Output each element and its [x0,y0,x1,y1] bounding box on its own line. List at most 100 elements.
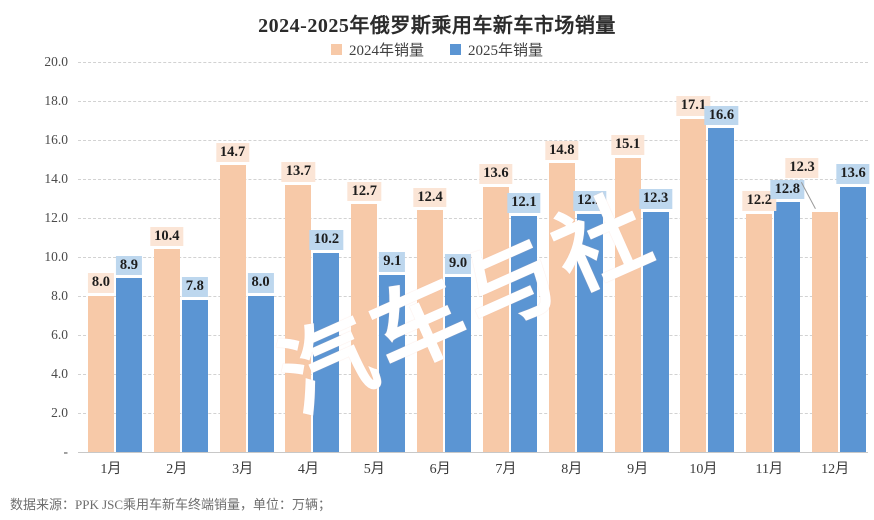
bar-2025[interactable] [379,274,406,452]
bar-2024[interactable] [746,214,773,452]
bar-2024[interactable] [417,210,444,452]
y-axis-tick-label: 8.0 [51,288,68,303]
bar-2024[interactable] [812,212,839,452]
chart-legend: 2024年销量 2025年销量 [0,39,874,60]
bar-2024[interactable] [219,165,246,452]
data-label-2025: 10.2 [309,230,344,251]
x-axis-tick-label: 5月 [363,462,385,477]
x-axis-tick-label: 10月 [689,462,718,477]
x-axis-tick-label: 4月 [297,462,319,477]
x-axis-tick-label: 7月 [495,462,517,477]
legend-label-2024: 2024年销量 [348,43,424,59]
data-label-2024: 8.0 [87,273,114,293]
bar-2024[interactable] [285,184,312,452]
bar-2025[interactable] [313,253,340,452]
data-label-2025: 13.6 [836,164,870,184]
bar-group: 10.4 7.8 [150,62,208,452]
bar-2025[interactable] [840,186,867,452]
data-label-2024: 12.2 [742,191,776,212]
y-axis-tick-label: 12.0 [44,210,68,225]
x-axis-line [78,452,868,453]
data-label-2025: 9.1 [379,251,406,272]
data-label-2025: 12.1 [507,193,541,214]
bar-group: 12.3 13.6 [785,62,870,452]
bar-2025[interactable] [642,212,669,452]
y-axis-tick-label: 4.0 [51,366,68,381]
data-label-2024: 12.4 [413,187,447,208]
bar-group: 8.0 8.9 [87,62,142,452]
legend-label-2025: 2025年销量 [468,43,544,59]
data-label-2024: 12.3 [785,158,819,179]
bar-2024[interactable] [153,249,180,452]
source-note: 数据来源：PPK JSC乘用车新车终端销量，单位：万辆； [10,497,332,512]
bar-group: 12.7 9.1 [347,62,406,452]
data-label-2025: 12.3 [638,189,673,210]
data-label-2025: 8.0 [247,273,274,293]
y-axis-tick-label: 10.0 [44,249,68,264]
data-label-2025: 12.8 [770,179,804,200]
legend-swatch-icon [330,44,342,55]
data-label-2024: 15.1 [610,134,645,155]
y-axis-tick-label: - [63,444,69,459]
bar-2024[interactable] [87,296,114,452]
y-axis-tick-label: 6.0 [51,327,68,342]
gridline [78,218,868,219]
x-axis-tick-label: 8月 [561,462,583,477]
gridline [78,413,868,414]
bar-2025[interactable] [445,276,472,452]
bar-group: 14.8 12.2 [545,62,607,452]
gridline [78,257,868,258]
data-label-2024: 13.7 [281,162,316,182]
plot-area: 20.0 18.0 16.0 14.0 12.0 10.0 8.0 6.0 4.0 2.0 - 8.… [44,54,870,459]
bar-2024[interactable] [482,186,509,452]
bar-2025[interactable] [181,299,208,452]
data-label-2024: 14.8 [545,140,579,161]
data-label-2025: 12.2 [573,191,607,212]
gridline [78,62,868,63]
gridline [78,335,868,336]
data-label-2024: 12.7 [347,181,381,202]
x-axis-tick-label: 12月 [821,462,850,477]
bar-2025[interactable] [576,214,603,452]
bar-group: 13.7 10.2 [281,62,344,452]
bar-2024[interactable] [614,157,641,452]
bar-group: 12.4 9.0 [413,62,472,452]
gridline [78,296,868,297]
bar-group: 12.2 12.8 [742,62,804,452]
legend-swatch-icon [450,44,461,55]
legend-item-2025[interactable]: 2025年销量 [450,39,543,60]
x-axis-tick-label: 3月 [232,462,254,477]
bar-2025[interactable] [774,202,801,452]
gridline [78,101,868,102]
bar-2024[interactable] [548,163,575,452]
y-axis-tick-label: 14.0 [44,171,68,186]
data-label-2025: 9.0 [445,253,472,274]
bar-2025[interactable] [510,216,537,452]
y-axis-tick-label: 2.0 [51,405,68,420]
bar-2025[interactable] [708,128,735,452]
x-axis-tick-label: 1月 [100,462,122,477]
bar-2024[interactable] [680,118,707,452]
y-axis-tick-label: 18.0 [44,93,68,108]
bar-group: 17.1 16.6 [676,62,739,452]
data-label-2024: 17.1 [676,95,711,116]
bar-2025[interactable] [247,296,274,452]
data-label-2025: 7.8 [181,277,208,297]
chart-title: 2024-2025年俄罗斯乘用车新车市场销量 [258,15,616,37]
gridline [78,374,868,375]
data-label-2025: 8.9 [115,255,142,276]
data-label-2024: 10.4 [150,226,184,247]
bar-2025[interactable] [115,278,142,452]
bar-2024[interactable] [351,204,378,452]
gridline [78,140,868,141]
data-label-2024: 14.7 [215,142,250,163]
bar-group: 15.1 12.3 [610,62,673,452]
x-axis-tick-label: 2月 [166,462,188,477]
bar-group: 14.7 8.0 [215,62,274,452]
y-axis-tick-label: 16.0 [44,132,68,147]
data-label-2025: 16.6 [704,105,739,126]
legend-item-2024[interactable]: 2024年销量 [330,39,424,60]
bar-group: 13.6 12.1 [479,62,541,452]
y-axis-tick-label: 20.0 [44,54,68,69]
